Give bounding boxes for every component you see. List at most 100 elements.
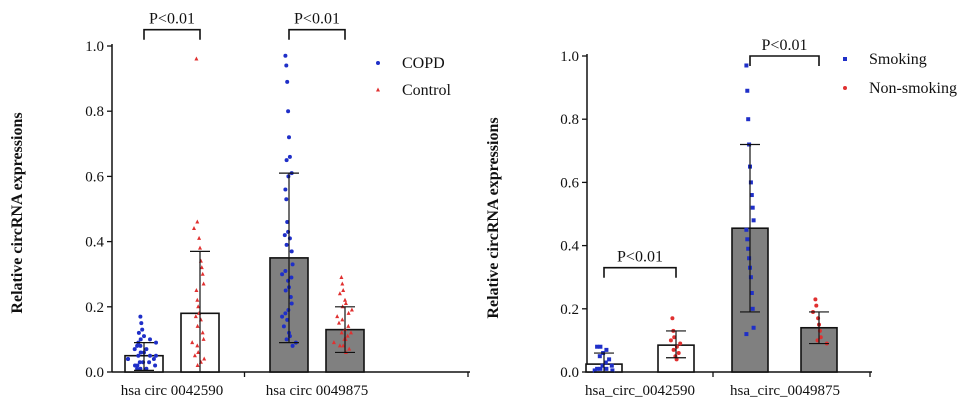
bar-group-4 (800, 297, 838, 373)
data-point (133, 363, 137, 368)
data-point (195, 362, 200, 367)
bar-group-3 (731, 63, 769, 373)
data-point (745, 88, 750, 93)
data-point (744, 332, 749, 337)
data-point (745, 237, 750, 242)
data-point (132, 347, 137, 352)
data-point (814, 303, 819, 308)
data-point (136, 330, 141, 335)
chart-panel-1: Relative circRNA expressions 0.0 0.2 0.4 0.6… (9, 11, 470, 399)
bar-group-2 (180, 56, 220, 373)
data-point (749, 193, 754, 198)
data-point (603, 360, 608, 365)
data-point (678, 341, 683, 346)
data-point (154, 353, 158, 358)
data-point (198, 245, 202, 250)
data-point (331, 340, 336, 345)
data-point (750, 306, 755, 311)
data-point (598, 366, 603, 371)
data-point (746, 117, 751, 122)
data-point (337, 343, 342, 348)
significance-bracket: P<0.01 (603, 249, 677, 278)
data-point (147, 360, 152, 365)
data-point (153, 363, 158, 368)
data-point (290, 262, 295, 267)
y-tick-label: 0.8 (560, 112, 579, 128)
data-point (137, 360, 142, 365)
data-point (193, 314, 198, 319)
data-point (135, 366, 140, 371)
data-point (287, 154, 292, 159)
x-category-label: hsa circ 0049875 (266, 383, 368, 399)
data-point (286, 109, 291, 114)
y-tick-label: 1.0 (560, 49, 579, 65)
y-tick-label: 0.0 (85, 365, 104, 381)
data-point (345, 333, 350, 338)
data-point (199, 265, 204, 270)
data-point (201, 281, 206, 286)
bar-group-2 (657, 316, 695, 373)
data-point (339, 330, 344, 335)
data-point (346, 310, 351, 315)
legend: COPD Control (376, 55, 451, 99)
data-point (200, 271, 205, 276)
data-point (285, 220, 290, 225)
data-point (346, 323, 351, 328)
data-point (195, 297, 200, 302)
data-point (287, 135, 291, 140)
x-category-label: hsa_circ_0042590 (585, 383, 695, 399)
data-point (201, 336, 206, 341)
bracket-line (288, 28, 346, 40)
data-point (138, 366, 143, 371)
data-point (138, 337, 143, 342)
data-point (749, 291, 754, 295)
data-point (607, 357, 612, 362)
data-point (284, 158, 289, 163)
data-point (813, 297, 818, 302)
data-point (200, 330, 205, 335)
y-tick-label: 0.2 (85, 300, 104, 316)
x-category-label: hsa circ 0042590 (121, 383, 223, 399)
data-point (148, 337, 152, 342)
data-point (744, 63, 749, 68)
data-point (668, 338, 673, 343)
data-point (280, 314, 285, 319)
data-point (746, 246, 751, 251)
data-point (138, 343, 143, 348)
p-value-label: P<0.01 (294, 11, 340, 28)
data-point (335, 314, 340, 319)
data-point (284, 197, 289, 202)
y-tick-label: 1.0 (85, 39, 104, 55)
significance-bracket: P<0.01 (288, 11, 346, 40)
data-point (283, 311, 288, 316)
data-point (339, 274, 344, 279)
data-point (676, 351, 681, 356)
y-tick-label: 0.2 (560, 302, 579, 318)
y-tick-label: 0.6 (560, 175, 579, 191)
legend-label: Smoking (869, 51, 927, 68)
data-point (340, 317, 345, 322)
data-point (604, 366, 609, 371)
data-point (597, 354, 602, 359)
data-point (202, 356, 207, 361)
data-point (195, 343, 200, 348)
y-tick-label: 0.4 (560, 239, 579, 255)
data-point (671, 347, 676, 352)
data-point (748, 275, 753, 280)
data-point (610, 368, 615, 373)
data-point (751, 218, 756, 223)
bracket-line (603, 266, 677, 278)
data-point (341, 343, 346, 348)
data-point (283, 187, 288, 192)
y-axis-title: Relative circRNA expressions (485, 117, 502, 318)
legend-marker (376, 61, 380, 65)
legend-label: Non-smoking (869, 80, 957, 97)
data-point (349, 330, 353, 335)
p-value-label: P<0.01 (149, 11, 195, 28)
y-tick-label: 0.8 (85, 104, 104, 120)
data-point (284, 242, 289, 247)
data-point (281, 324, 286, 329)
data-point (135, 343, 140, 348)
data-point (290, 343, 295, 348)
data-point (192, 353, 197, 358)
